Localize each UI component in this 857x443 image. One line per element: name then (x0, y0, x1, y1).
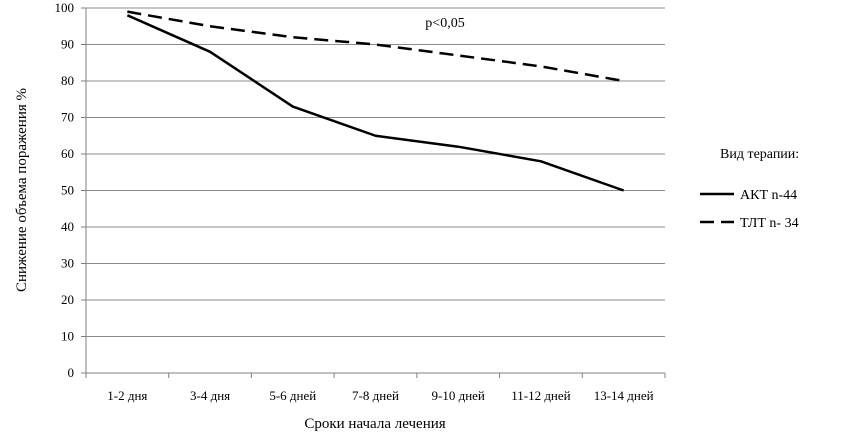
significance-annotation: p<0,05 (425, 16, 464, 31)
x-tick-label-0: 1-2 дня (107, 388, 147, 403)
y-tick-label-40: 40 (61, 219, 74, 234)
x-tick-label-2: 5-6 дней (269, 388, 316, 403)
x-tick-label-1: 3-4 дня (190, 388, 230, 403)
y-tick-label-80: 80 (61, 73, 74, 88)
legend-label-0: АКТ n-44 (740, 188, 797, 203)
legend-label-1: ТЛТ n- 34 (740, 216, 799, 231)
y-tick-label-70: 70 (61, 110, 74, 125)
x-tick-label-3: 7-8 дней (352, 388, 399, 403)
gridlines (86, 7, 665, 337)
x-axis-title: Сроки начала лечения (304, 416, 445, 432)
y-tick-label-10: 10 (61, 329, 74, 344)
axes (81, 7, 666, 378)
series-line-1 (127, 10, 624, 83)
y-axis-title: Снижение объема поражения % (14, 88, 30, 292)
x-tick-label-6: 13-14 дней (594, 388, 654, 403)
y-tick-label-50: 50 (61, 183, 74, 198)
series-lines (126, 10, 625, 192)
y-tick-label-30: 30 (61, 256, 74, 271)
series-line-0 (126, 14, 625, 192)
x-tick-label-4: 9-10 дней (432, 388, 485, 403)
y-tick-label-100: 100 (55, 0, 75, 15)
y-tick-label-60: 60 (61, 146, 74, 161)
legend: Вид терапии: АКТ n-44 ТЛТ n- 34 (700, 147, 799, 231)
x-tick-labels: 1-2 дня 3-4 дня 5-6 дней 7-8 дней 9-10 дней 1… (107, 388, 653, 403)
x-tick-label-5: 11-12 дней (511, 388, 570, 403)
y-tick-label-0: 0 (68, 365, 75, 380)
y-tick-label-90: 90 (61, 37, 74, 52)
y-tick-labels: 0 10 20 30 40 50 60 70 80 90 100 (55, 0, 75, 380)
legend-title: Вид терапии: (720, 147, 799, 162)
y-tick-label-20: 20 (61, 292, 74, 307)
